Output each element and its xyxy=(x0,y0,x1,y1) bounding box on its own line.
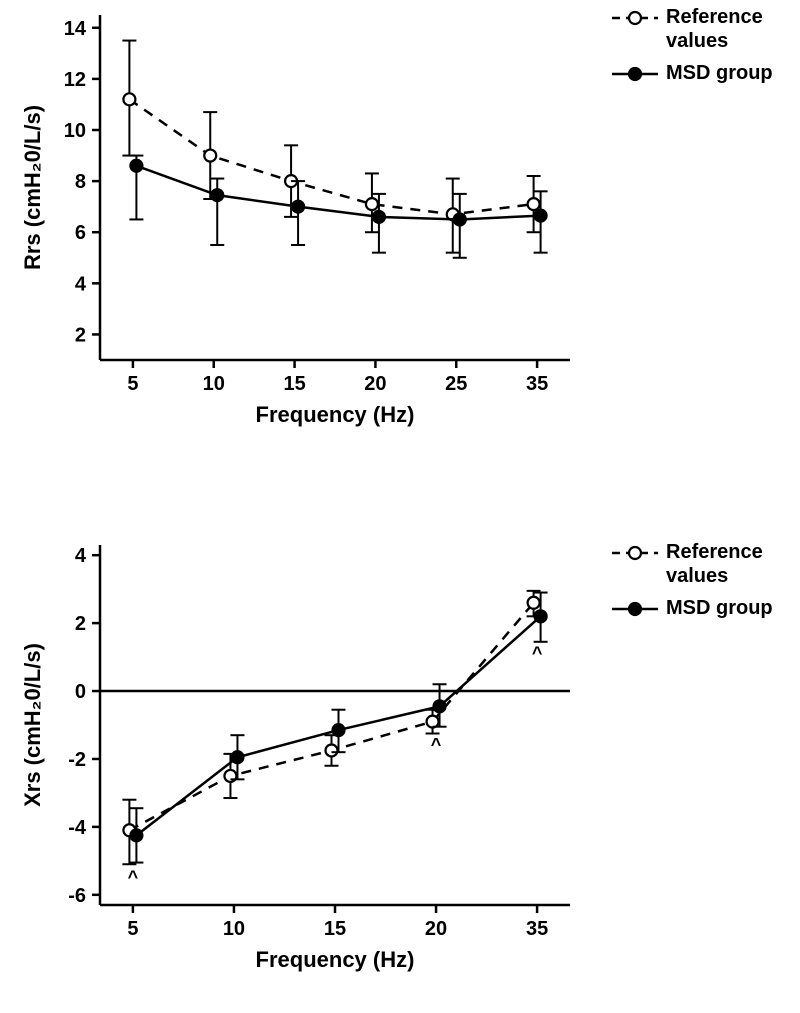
x-tick-label: 15 xyxy=(324,918,346,940)
annotation-caret: ^ xyxy=(431,734,442,754)
annotation-caret: ^ xyxy=(128,867,139,887)
x-tick-label: 25 xyxy=(445,373,467,395)
legend-item: Reference values xyxy=(610,5,796,53)
open-circle-icon xyxy=(610,544,660,562)
legend-item: Reference values xyxy=(610,540,796,588)
data-marker xyxy=(123,93,135,105)
x-tick-label: 5 xyxy=(127,918,138,940)
legend-top: Reference values MSD group xyxy=(610,5,796,93)
x-axis-label: Frequency (Hz) xyxy=(256,947,415,972)
data-marker xyxy=(528,198,540,210)
data-marker xyxy=(130,829,142,841)
y-axis-label: Rrs (cmH₂0/L/s) xyxy=(20,105,45,270)
data-marker xyxy=(292,201,304,213)
y-tick-label: 0 xyxy=(75,681,86,703)
legend-bottom: Reference values MSD group xyxy=(610,540,796,628)
legend-item: MSD group xyxy=(610,61,796,85)
legend-label: Reference values xyxy=(666,5,796,53)
y-tick-label: 2 xyxy=(75,613,86,635)
y-tick-label: 8 xyxy=(75,171,86,193)
data-marker xyxy=(434,700,446,712)
legend-label: MSD group xyxy=(666,61,773,85)
data-marker xyxy=(535,610,547,622)
y-tick-label: 2 xyxy=(75,324,86,346)
x-tick-label: 5 xyxy=(127,373,138,395)
data-marker xyxy=(204,150,216,162)
y-tick-label: 6 xyxy=(75,222,86,244)
y-tick-label: 4 xyxy=(75,273,87,295)
data-marker xyxy=(130,160,142,172)
series-line xyxy=(129,99,533,214)
y-tick-label: -4 xyxy=(68,817,87,839)
filled-circle-icon xyxy=(610,65,660,83)
data-marker xyxy=(366,198,378,210)
legend-label: MSD group xyxy=(666,596,773,620)
y-tick-label: 4 xyxy=(75,545,87,567)
y-tick-label: -2 xyxy=(68,749,86,771)
x-tick-label: 15 xyxy=(283,373,305,395)
series-line xyxy=(136,166,540,220)
legend-label: Reference values xyxy=(666,540,796,588)
y-tick-label: -6 xyxy=(68,885,86,907)
data-marker xyxy=(535,210,547,222)
x-tick-label: 20 xyxy=(364,373,386,395)
y-tick-label: 12 xyxy=(64,69,86,91)
x-tick-label: 35 xyxy=(526,373,548,395)
data-marker xyxy=(528,597,540,609)
x-tick-label: 20 xyxy=(425,918,447,940)
y-tick-label: 10 xyxy=(64,120,86,142)
series-line xyxy=(129,603,533,831)
y-axis-label: Xrs (cmH₂0/L/s) xyxy=(20,643,45,807)
y-tick-label: 14 xyxy=(64,18,87,40)
data-marker xyxy=(231,751,243,763)
x-axis-label: Frequency (Hz) xyxy=(256,402,415,427)
data-marker xyxy=(373,211,385,223)
x-tick-label: 35 xyxy=(526,918,548,940)
filled-circle-icon xyxy=(610,600,660,618)
data-marker xyxy=(454,213,466,225)
data-marker xyxy=(211,189,223,201)
x-tick-label: 10 xyxy=(223,918,245,940)
annotation-caret: ^ xyxy=(532,643,543,663)
data-marker xyxy=(326,744,338,756)
open-circle-icon xyxy=(610,9,660,27)
x-tick-label: 10 xyxy=(203,373,225,395)
legend-item: MSD group xyxy=(610,596,796,620)
data-marker xyxy=(333,724,345,736)
